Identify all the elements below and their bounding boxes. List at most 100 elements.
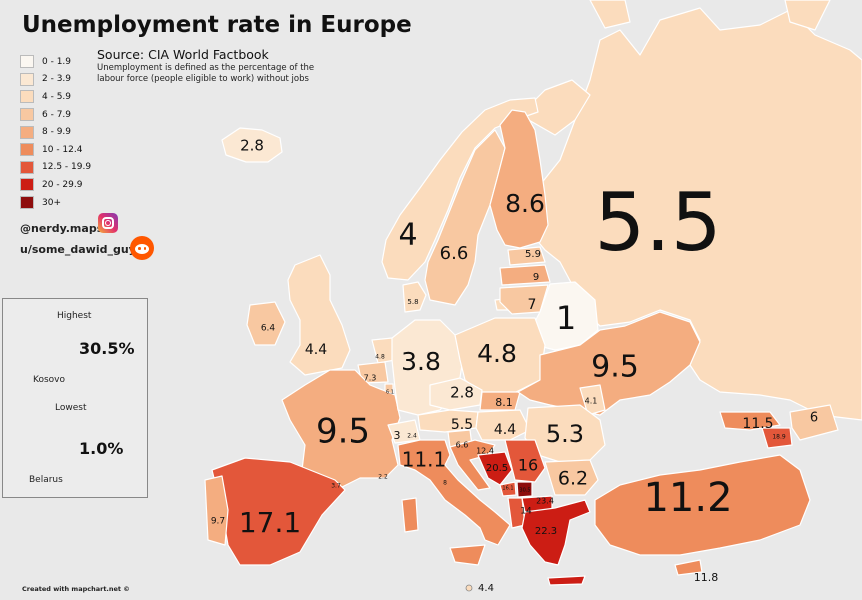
value-label-portugal: 9.7	[211, 517, 225, 527]
definition-line-1: Unemployment is defined as the percentag…	[97, 63, 315, 73]
value-label-denmark: 5.8	[407, 298, 418, 306]
legend-label: 12.5 - 19.9	[42, 162, 92, 173]
definition-note: Unemployment is defined as the percentag…	[97, 63, 337, 85]
legend-label: 2 - 3.9	[42, 74, 72, 85]
instagram-handle: @nerdy.maps	[20, 222, 104, 235]
legend-label: 6 - 7.9	[42, 109, 72, 120]
credit-line: Created with mapchart.net ©	[22, 585, 130, 593]
region-svalbard	[589, 0, 631, 29]
value-label-cyprus: 11.8	[694, 571, 719, 584]
region-lithuania	[499, 284, 549, 315]
value-label-norway: 4	[398, 218, 417, 253]
legend-swatch	[20, 55, 34, 69]
legend-item: 20 - 29.9	[20, 176, 91, 194]
region-novaya-zemlya	[784, 0, 831, 31]
legend-item: 2 - 3.9	[20, 71, 91, 89]
value-label-azerbaijan: 6	[810, 411, 818, 426]
value-label-ukraine: 9.5	[591, 350, 639, 385]
region-denmark	[402, 281, 427, 313]
value-label-greece: 22.3	[535, 526, 557, 537]
value-label-netherlands: 4.8	[375, 354, 385, 361]
value-label-bulgaria: 6.2	[558, 468, 588, 490]
value-label-italy: 11.1	[402, 448, 447, 472]
value-label-germany: 3.8	[401, 347, 441, 376]
region-armenia	[761, 427, 793, 449]
value-label-finland: 8.6	[505, 189, 545, 218]
region-kosovo	[516, 481, 533, 498]
region-bulgaria	[544, 459, 599, 496]
value-label-estonia: 5.9	[525, 249, 541, 260]
value-label-sweden: 6.6	[440, 243, 469, 264]
value-label-poland: 4.8	[477, 339, 517, 368]
region-spain	[211, 457, 346, 566]
region-azerbaijan	[789, 404, 839, 441]
region-cyprus	[674, 559, 703, 576]
region-croatia	[449, 439, 496, 491]
legend-swatch	[20, 196, 34, 210]
definition-line-2: labour force (people eligible to work) w…	[97, 74, 309, 84]
value-label-lithuania: 7	[528, 297, 537, 313]
legend-label: 30+	[42, 197, 61, 208]
value-label-georgia: 11.5	[742, 416, 773, 432]
region-norway	[381, 97, 539, 281]
legend-item: 6 - 7.9	[20, 106, 91, 124]
legend-item: 8 - 9.9	[20, 123, 91, 141]
reddit-icon	[130, 236, 154, 260]
value-label-malta: 4.4	[478, 583, 494, 594]
region-sweden	[424, 129, 506, 306]
value-label-turkey: 11.2	[643, 475, 732, 521]
region-bosnia-and-herzegovina	[477, 451, 513, 486]
region-sicily	[449, 544, 486, 566]
value-label-belarus: 1	[556, 299, 576, 337]
value-label-croatia: 12.4	[476, 447, 494, 456]
region-serbia	[504, 439, 546, 483]
legend-swatch	[20, 90, 34, 104]
reddit-handle: u/some_dawid_guy	[20, 243, 136, 256]
map-title: Unemployment rate in Europe	[22, 12, 412, 38]
instagram-icon	[98, 213, 118, 233]
value-label-serbia: 16	[518, 456, 538, 475]
region-greece	[521, 499, 591, 566]
value-label-kosovo: 30.5	[519, 488, 530, 494]
value-label-switzerland: 3	[394, 429, 401, 442]
legend-swatch	[20, 178, 34, 192]
lowest-label: Lowest	[55, 403, 87, 413]
value-label-romania: 5.3	[546, 420, 584, 448]
value-label-andorra: 3.7	[331, 483, 341, 490]
region-ireland	[246, 301, 286, 346]
region-portugal	[204, 475, 229, 546]
legend-item: 10 - 12.4	[20, 141, 91, 159]
source-line: Source: CIA World Factbook	[97, 47, 269, 62]
lowest-country: Belarus	[29, 475, 63, 485]
legend-item: 30+	[20, 194, 91, 212]
legend-swatch	[20, 72, 34, 86]
value-label-albania: 14	[520, 507, 532, 517]
value-label-hungary: 4.4	[494, 422, 516, 438]
value-label-bosnia-and-herzegovina: 20.5	[486, 463, 508, 474]
value-label-united-kingdom: 4.4	[305, 342, 327, 358]
region-latvia	[499, 264, 551, 286]
lowest-value: 1.0%	[79, 439, 124, 458]
region-crete	[547, 575, 586, 586]
value-label-latvia: 9	[533, 272, 539, 283]
legend-item: 4 - 5.9	[20, 88, 91, 106]
legend-swatch	[20, 125, 34, 139]
value-label-slovakia: 8.1	[495, 396, 513, 409]
value-label-austria: 5.5	[451, 417, 473, 433]
region-montenegro	[499, 481, 517, 497]
value-label-luxembourg: 6.1	[386, 390, 394, 396]
extremes-box: Highest 30.5% Kosovo Lowest 1.0% Belarus	[2, 298, 148, 498]
region-finland	[489, 109, 549, 249]
region-italy	[397, 439, 511, 546]
value-label-monaco: 2.2	[378, 474, 388, 481]
legend-label: 8 - 9.9	[42, 127, 72, 138]
value-label-north-macedonia: 23.4	[536, 497, 554, 506]
value-label-russia: 5.5	[594, 176, 721, 269]
region-malta	[465, 584, 473, 592]
value-label-slovenia: 6.6	[456, 441, 469, 450]
legend-swatch	[20, 160, 34, 174]
highest-value: 30.5%	[79, 339, 135, 358]
region-ukraine	[517, 311, 701, 416]
value-label-montenegro: 16.1	[502, 486, 513, 492]
value-label-iceland: 2.8	[240, 137, 264, 155]
